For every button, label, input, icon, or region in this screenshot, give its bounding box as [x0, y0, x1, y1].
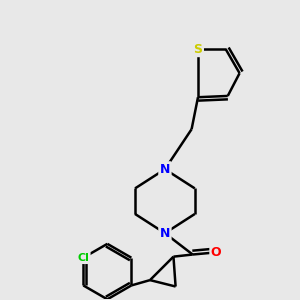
Text: N: N: [160, 163, 170, 176]
Text: O: O: [211, 246, 221, 259]
Text: Cl: Cl: [77, 253, 89, 263]
Text: S: S: [194, 43, 202, 56]
Text: N: N: [160, 227, 170, 240]
